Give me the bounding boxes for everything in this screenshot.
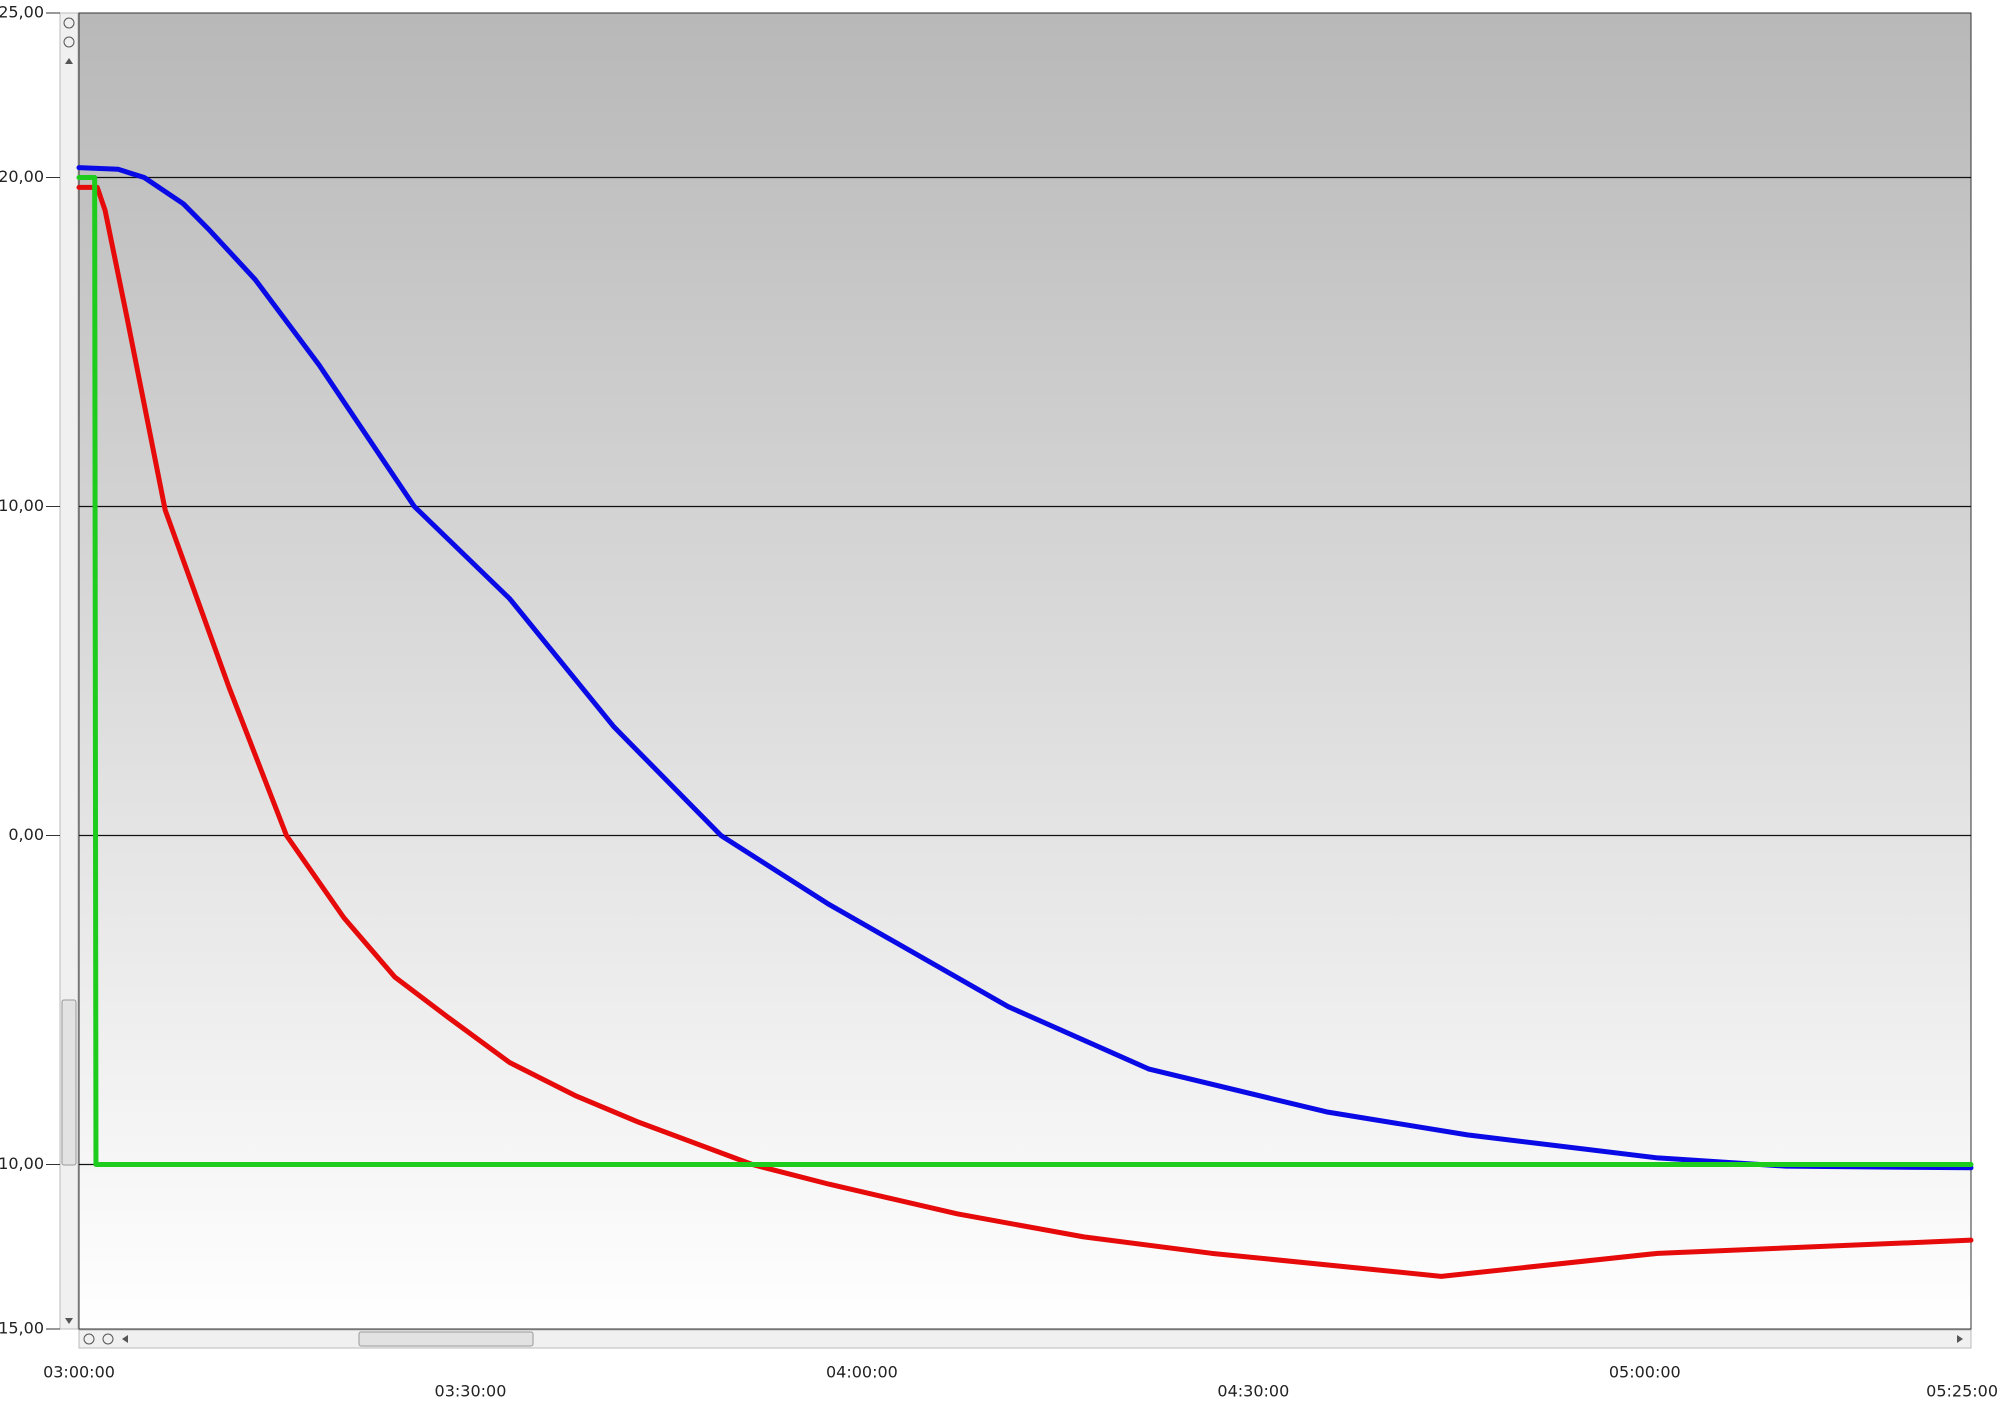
scroll-down[interactable] (65, 1318, 73, 1324)
vertical-scroll-thumb[interactable] (61, 999, 77, 1166)
y-tick-label: 25,00 (0, 3, 44, 22)
series-line (76, 165, 1974, 1171)
zoom-icon[interactable] (63, 17, 75, 29)
x-tick-label: 03:00:00 (43, 1363, 115, 1382)
x-tick-label: 05:00:00 (1609, 1363, 1681, 1382)
horizontal-scroll-thumb[interactable] (358, 1331, 534, 1347)
y-tick-label: 20,00 (0, 167, 44, 186)
y-tick-label: 10,00 (0, 496, 44, 515)
horizontal-scrollbar[interactable] (78, 1329, 1972, 1349)
plot-area (78, 12, 1972, 1330)
reset-icon[interactable] (102, 1333, 114, 1345)
y-tick-label: 0,00 (8, 825, 44, 844)
scroll-up[interactable] (65, 58, 73, 64)
series-line (76, 175, 1974, 1167)
series-line (76, 184, 1974, 1279)
scroll-left[interactable] (122, 1335, 128, 1343)
x-tick-label: 04:30:00 (1217, 1382, 1289, 1401)
x-tick-label: 05:25:00 (1926, 1382, 1998, 1401)
zoom-icon[interactable] (83, 1333, 95, 1345)
y-tick-label: -10,00 (0, 1154, 44, 1173)
x-tick-label: 04:00:00 (826, 1363, 898, 1382)
scroll-right[interactable] (1957, 1335, 1963, 1343)
reset-icon[interactable] (63, 36, 75, 48)
y-tick-label: -15,00 (0, 1319, 44, 1338)
x-tick-label: 03:30:00 (435, 1382, 507, 1401)
